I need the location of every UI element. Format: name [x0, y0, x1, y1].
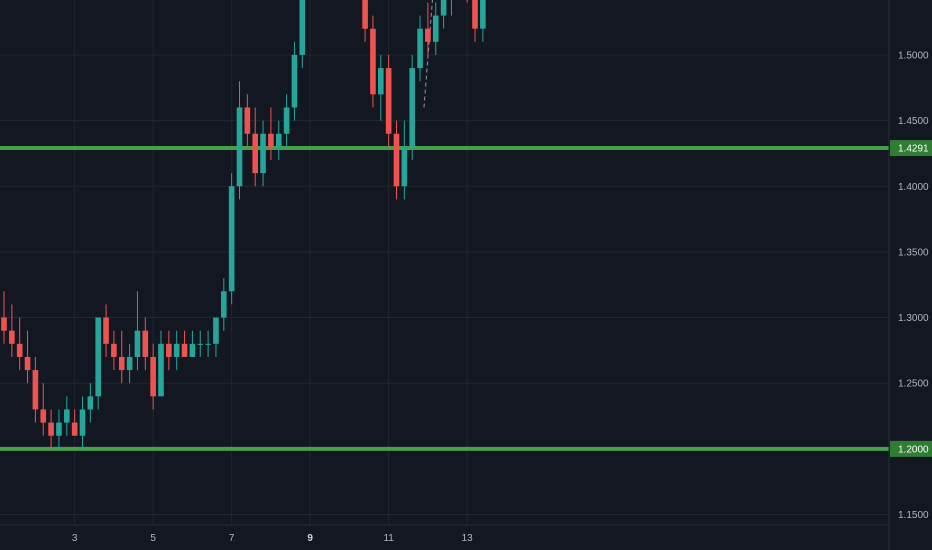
- candle-body: [173, 343, 180, 357]
- time-tick-label: 11: [383, 533, 394, 544]
- time-tick-label: 13: [462, 533, 474, 544]
- candlestick-series: [1, 0, 486, 449]
- candle-body: [213, 317, 219, 344]
- candle-body: [362, 0, 368, 29]
- candle-body: [299, 0, 306, 55]
- candle-body: [87, 396, 94, 410]
- candle-body: [158, 343, 164, 397]
- candle-body: [126, 356, 133, 371]
- candle-body: [181, 343, 188, 357]
- candle-body: [79, 409, 86, 436]
- candle-body: [236, 107, 243, 187]
- candle-body: [1, 317, 7, 331]
- candle-body: [16, 343, 23, 357]
- candle-body: [32, 370, 39, 410]
- candle-body: [409, 68, 415, 147]
- level-price-tag: [890, 440, 932, 457]
- price-tick-label: 1.3500: [898, 247, 929, 258]
- price-tick-label: 1.2500: [898, 379, 929, 390]
- candle-body: [370, 28, 376, 95]
- candle-body: [56, 422, 62, 436]
- candle-body: [189, 343, 196, 357]
- candle-body: [275, 133, 282, 147]
- candle-body: [71, 422, 78, 436]
- level-price-tag-label: 1.4291: [898, 144, 929, 155]
- level-price-tag: [890, 140, 932, 157]
- candle-body: [9, 330, 15, 344]
- candle-body: [401, 146, 408, 187]
- price-tags: 1.67231.61781.56481.42911.20001.753502:0…: [890, 140, 932, 457]
- horizontal-levels[interactable]: [0, 0, 889, 451]
- candle-body: [103, 317, 109, 344]
- price-tick-label: 1.4500: [898, 116, 929, 127]
- candle-body: [166, 343, 172, 357]
- time-tick-label: 9: [307, 533, 313, 544]
- candle-body: [425, 28, 431, 42]
- candle-body: [480, 0, 486, 29]
- candle-body: [197, 343, 204, 345]
- candle-body: [472, 0, 478, 29]
- candle-body: [95, 317, 101, 397]
- candle-body: [252, 133, 258, 174]
- candle-body: [440, 0, 447, 16]
- time-tick-label: 5: [150, 533, 156, 544]
- candle-body: [205, 343, 211, 345]
- candle-body: [268, 133, 274, 147]
- candle-body: [40, 409, 47, 423]
- price-tick-label: 1.3000: [898, 313, 929, 324]
- candle-body: [142, 330, 149, 357]
- time-tick-label: 3: [72, 533, 78, 544]
- candle-body: [118, 356, 125, 371]
- price-tick-label: 1.5000: [898, 50, 929, 61]
- price-tick-label: 1.4000: [898, 182, 929, 193]
- candle-body: [111, 343, 117, 357]
- price-tick-label: 1.1500: [898, 510, 929, 521]
- candle-body: [283, 107, 290, 134]
- candle-body: [393, 133, 400, 187]
- candle-body: [244, 107, 251, 134]
- candle-body: [221, 291, 227, 318]
- candle-body: [432, 15, 439, 42]
- candle-body: [24, 356, 31, 371]
- candle-body: [228, 186, 235, 292]
- candle-body: [291, 54, 298, 108]
- time-tick-label: 7: [229, 533, 235, 544]
- candle-body: [150, 356, 156, 397]
- candle-body: [64, 409, 70, 423]
- level-price-tag-label: 1.2000: [898, 444, 929, 455]
- candle-body: [385, 68, 392, 134]
- candle-body: [378, 68, 384, 95]
- candle-body: [260, 133, 266, 174]
- candle-body: [48, 422, 54, 436]
- time-axis[interactable]: 3 5 7 9 11 13: [0, 524, 889, 544]
- price-axis[interactable]: 1.1500 1.2000 1.2500 1.3000 1.3500 1.4000 1.45…: [888, 0, 929, 550]
- candle-body: [134, 330, 141, 357]
- candle-body: [417, 28, 423, 69]
- grid-lines: [0, 0, 889, 525]
